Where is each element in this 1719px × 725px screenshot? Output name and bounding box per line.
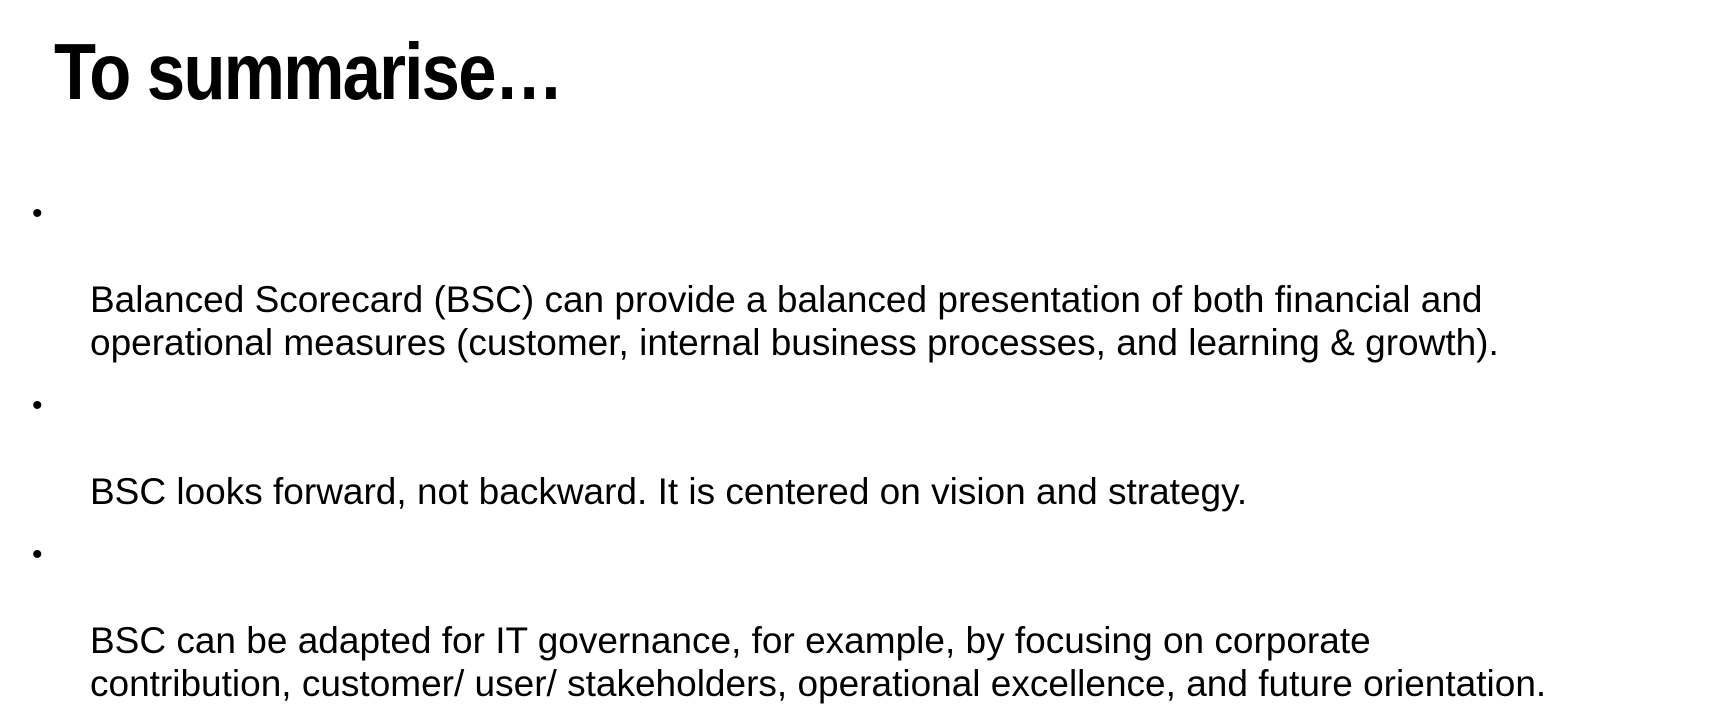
bullet-list: • Balanced Scorecard (BSC) can provide a… <box>0 192 1719 725</box>
bullet-icon: • <box>32 389 43 422</box>
bullet-text: Balanced Scorecard (BSC) can provide a b… <box>90 279 1499 363</box>
bullet-text: BSC looks forward, not backward. It is c… <box>90 471 1248 512</box>
bullet-icon: • <box>32 197 43 230</box>
slide: To summarise… • Balanced Scorecard (BSC)… <box>32 27 1547 704</box>
bullet-text: BSC can be adapted for IT governance, fo… <box>90 620 1547 704</box>
bullet-item-forward-looking: • BSC looks forward, not backward. It is… <box>0 384 1719 513</box>
bullet-item-it-governance: • BSC can be adapted for IT governance, … <box>0 533 1719 705</box>
slide-title: To summarise… <box>54 27 564 116</box>
bullet-item-financial-operational: • Balanced Scorecard (BSC) can provide a… <box>0 192 1719 364</box>
bullet-icon: • <box>32 538 43 571</box>
